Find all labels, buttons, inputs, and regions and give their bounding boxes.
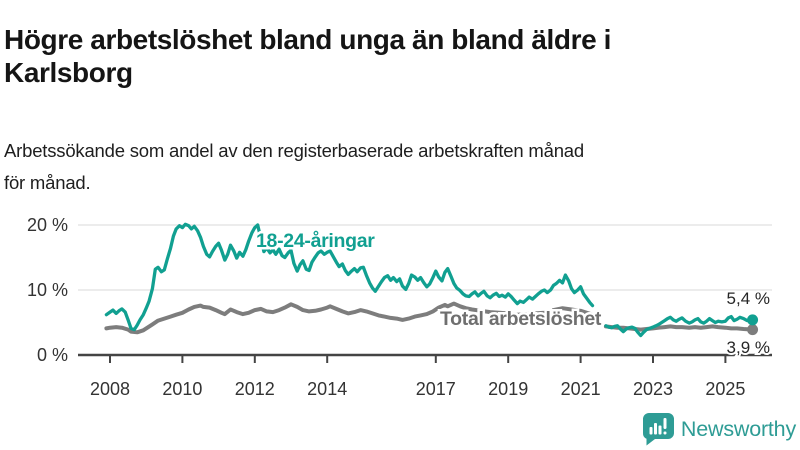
x-tick-label-2019: 2019 — [488, 379, 528, 399]
chart-subtitle-line-1: Arbetssökande som andel av den registerb… — [4, 139, 584, 161]
y-tick-label-0: 0 % — [37, 345, 68, 365]
chart-subtitle-line-2: för månad. — [4, 171, 91, 193]
x-tick-label-2025: 2025 — [705, 379, 745, 399]
bar-chart-speech-bubble-icon — [642, 413, 674, 446]
y-tick-label-20: 20 % — [27, 215, 68, 235]
series-line-Total arbetslöshet-segment-1 — [104, 301, 595, 335]
series-line-18-24-åringar-segment-1 — [104, 222, 595, 332]
series-endpoint-dot-Total arbetslöshet — [747, 324, 759, 336]
x-tick-label-2008: 2008 — [90, 379, 130, 399]
x-tick-label-2021: 2021 — [561, 379, 601, 399]
chart-title-line-2: Karlsborg — [4, 56, 133, 88]
x-tick-label-2012: 2012 — [235, 379, 275, 399]
newsworthy-logo-text: Newsworthy — [680, 417, 796, 441]
x-tick-label-2023: 2023 — [633, 379, 673, 399]
newsworthy-logo: Newsworthy — [642, 412, 796, 446]
end-value-label-Total arbetslöshet: 3,9 % — [727, 338, 770, 357]
series-endpoint-dot-18-24-åringar — [747, 314, 759, 326]
chart-subtitle: Arbetssökande som andel av den registerb… — [4, 135, 792, 199]
y-tick-label-10: 10 % — [27, 280, 68, 300]
series-label-18-24-åringar: 18-24-åringar — [256, 229, 375, 252]
chart-title: Högre arbetslöshet bland unga än bland ä… — [4, 23, 792, 89]
x-tick-label-2010: 2010 — [162, 379, 202, 399]
series-line-18-24-åringar-segment-2 — [604, 314, 755, 338]
series-label-Total arbetslöshet: Total arbetslöshet — [440, 308, 602, 330]
end-value-label-18-24-åringar: 5,4 % — [727, 289, 770, 308]
x-tick-label-2017: 2017 — [416, 379, 456, 399]
chart-title-line-1: Högre arbetslöshet bland unga än bland ä… — [4, 23, 612, 55]
x-tick-label-2014: 2014 — [307, 379, 347, 399]
